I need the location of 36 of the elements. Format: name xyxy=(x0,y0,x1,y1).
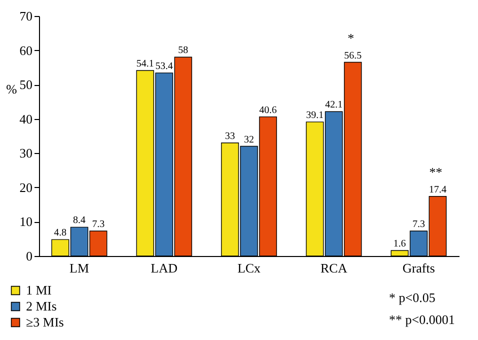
legend-label: 1 MI xyxy=(26,282,52,298)
x-tick-label: LM xyxy=(70,260,90,276)
data-label: 54.1 xyxy=(136,58,154,70)
data-label: 8.4 xyxy=(73,215,86,226)
y-tick-label: 10 xyxy=(20,214,32,230)
y-axis-title: % xyxy=(6,82,18,96)
data-label: 7.3 xyxy=(92,218,105,230)
data-label: 7.3 xyxy=(412,218,425,230)
text: ** p<0.0001 xyxy=(389,312,455,327)
data-label: 1.6 xyxy=(393,238,406,250)
data-label: 42.1 xyxy=(325,100,343,111)
data-label: 32 xyxy=(244,134,254,146)
data-label: 58 xyxy=(178,45,188,56)
y-tick-label: 40 xyxy=(20,111,32,126)
y-tick-label: 50 xyxy=(20,77,32,92)
legend-label: ≥3 MIs xyxy=(26,314,64,330)
data-label: 53.4 xyxy=(155,60,173,72)
annotation: * xyxy=(348,30,354,46)
data-label: 56.5 xyxy=(344,50,362,62)
annotation: ** xyxy=(429,164,442,180)
data-label: 40.6 xyxy=(259,104,277,116)
x-tick-label: LAD xyxy=(150,260,178,276)
y-tick-label: 0 xyxy=(26,248,32,264)
x-tick-label: RCA xyxy=(320,260,348,276)
x-tick-label: Grafts xyxy=(402,260,435,276)
text: * p<0.05 xyxy=(389,290,436,305)
legend-label: 2 MIs xyxy=(26,298,57,314)
data-label: 4.8 xyxy=(54,228,67,239)
data-label: 17.4 xyxy=(428,184,446,196)
x-tick-label: LCx xyxy=(237,260,262,276)
data-label: 33 xyxy=(224,130,235,142)
y-tick-label: 60 xyxy=(20,42,32,58)
data-label: 39.1 xyxy=(306,110,324,121)
y-tick-label: 70 xyxy=(20,8,32,24)
y-tick-label: 20 xyxy=(20,180,32,195)
y-tick-label: 30 xyxy=(20,146,32,161)
